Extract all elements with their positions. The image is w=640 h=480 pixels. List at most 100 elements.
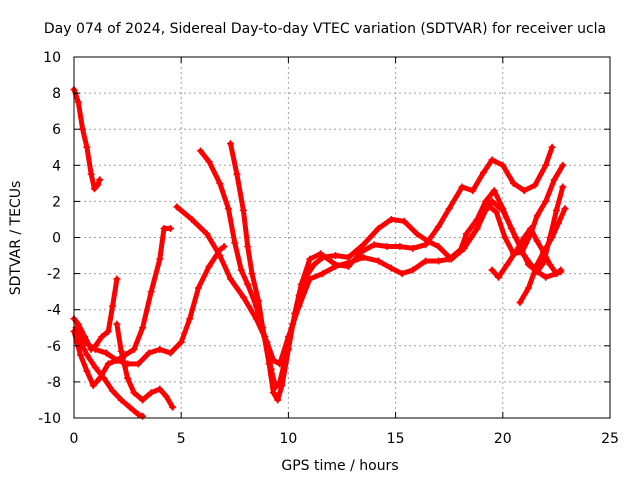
data-point xyxy=(220,243,228,251)
data-point xyxy=(357,248,365,256)
data-point xyxy=(297,280,305,288)
data-point xyxy=(552,206,560,214)
data-point xyxy=(156,345,164,353)
data-point xyxy=(344,253,352,261)
data-point xyxy=(317,250,325,258)
y-tick-label: 0 xyxy=(52,231,61,247)
data-point xyxy=(548,234,556,241)
data-point xyxy=(434,243,442,251)
y-tick-label: 10 xyxy=(43,50,61,66)
y-axis-label: SDTVAR / TECUs xyxy=(8,181,24,296)
data-point xyxy=(162,392,170,400)
data-point xyxy=(409,244,417,252)
data-point xyxy=(227,140,235,148)
data-point xyxy=(542,161,550,169)
data-point xyxy=(169,403,177,411)
data-point xyxy=(216,179,224,187)
data-point xyxy=(473,224,481,232)
data-point xyxy=(552,270,560,278)
data-series xyxy=(70,85,569,420)
data-point xyxy=(227,275,235,283)
series-arc-5 xyxy=(113,320,177,411)
data-point xyxy=(559,183,567,191)
data-point xyxy=(531,181,539,189)
data-point xyxy=(278,382,286,390)
data-point xyxy=(100,374,108,382)
data-point xyxy=(259,324,267,332)
data-point xyxy=(81,338,89,346)
data-point xyxy=(469,187,477,195)
series-arc-4 xyxy=(74,333,147,420)
data-point xyxy=(533,237,541,245)
data-point xyxy=(319,270,327,278)
data-point xyxy=(147,288,155,296)
data-point xyxy=(383,243,391,251)
data-point xyxy=(495,273,503,281)
data-point xyxy=(91,345,99,353)
data-point xyxy=(239,293,247,301)
data-point xyxy=(332,252,340,260)
x-tick-label: 10 xyxy=(279,431,297,447)
series-arc-8 xyxy=(196,147,567,391)
series-line xyxy=(198,148,566,390)
data-point xyxy=(542,197,550,205)
data-point xyxy=(550,176,558,184)
series-arc-12 xyxy=(516,205,569,306)
data-point xyxy=(124,374,132,382)
data-point xyxy=(117,347,125,355)
data-point xyxy=(359,241,367,249)
data-point xyxy=(396,243,404,251)
data-point xyxy=(113,275,121,283)
data-point xyxy=(482,197,490,205)
series-arc-2 xyxy=(70,275,121,353)
data-point xyxy=(488,266,496,274)
grid-lines xyxy=(74,57,610,418)
x-tick-label: 5 xyxy=(177,431,186,447)
data-point xyxy=(359,253,367,261)
data-point xyxy=(94,181,102,189)
data-point xyxy=(488,197,496,205)
data-point xyxy=(96,176,104,184)
data-point xyxy=(409,266,417,274)
data-point xyxy=(447,255,455,263)
data-point xyxy=(456,248,464,256)
x-tick-label: 20 xyxy=(494,431,512,447)
data-point xyxy=(398,270,406,278)
data-point xyxy=(160,224,168,232)
data-point xyxy=(387,264,395,272)
data-point xyxy=(205,158,213,166)
data-point xyxy=(499,161,507,169)
data-point xyxy=(124,360,132,368)
data-point xyxy=(490,187,498,195)
data-point xyxy=(104,327,112,335)
series-line xyxy=(73,244,227,367)
data-point xyxy=(109,387,117,395)
y-tick-label: 6 xyxy=(52,122,61,138)
data-point xyxy=(492,208,500,216)
data-point xyxy=(83,351,91,359)
data-point xyxy=(265,360,273,368)
data-point xyxy=(269,389,277,397)
data-point xyxy=(332,261,340,269)
y-tick-label: -4 xyxy=(47,303,61,319)
y-tick-label: -2 xyxy=(47,267,61,283)
axis-ticks: 0 5 10 15 20 25 -10 -8 -6 -4 -2 0 2 4 6 8 10 xyxy=(38,50,619,447)
data-point xyxy=(134,410,142,418)
data-point xyxy=(87,170,95,178)
data-point xyxy=(134,360,142,368)
data-point xyxy=(254,297,262,305)
data-point xyxy=(104,360,112,368)
data-point xyxy=(542,244,550,252)
data-point xyxy=(344,262,352,270)
data-point xyxy=(422,241,430,249)
y-tick-label: -8 xyxy=(47,375,61,391)
data-point xyxy=(177,338,185,346)
data-point xyxy=(156,255,164,263)
data-point xyxy=(156,385,164,393)
data-point xyxy=(310,261,318,269)
data-point xyxy=(83,143,91,151)
data-point xyxy=(113,356,121,364)
data-point xyxy=(126,403,134,411)
data-point xyxy=(458,183,466,191)
y-tick-label: 4 xyxy=(52,158,61,174)
